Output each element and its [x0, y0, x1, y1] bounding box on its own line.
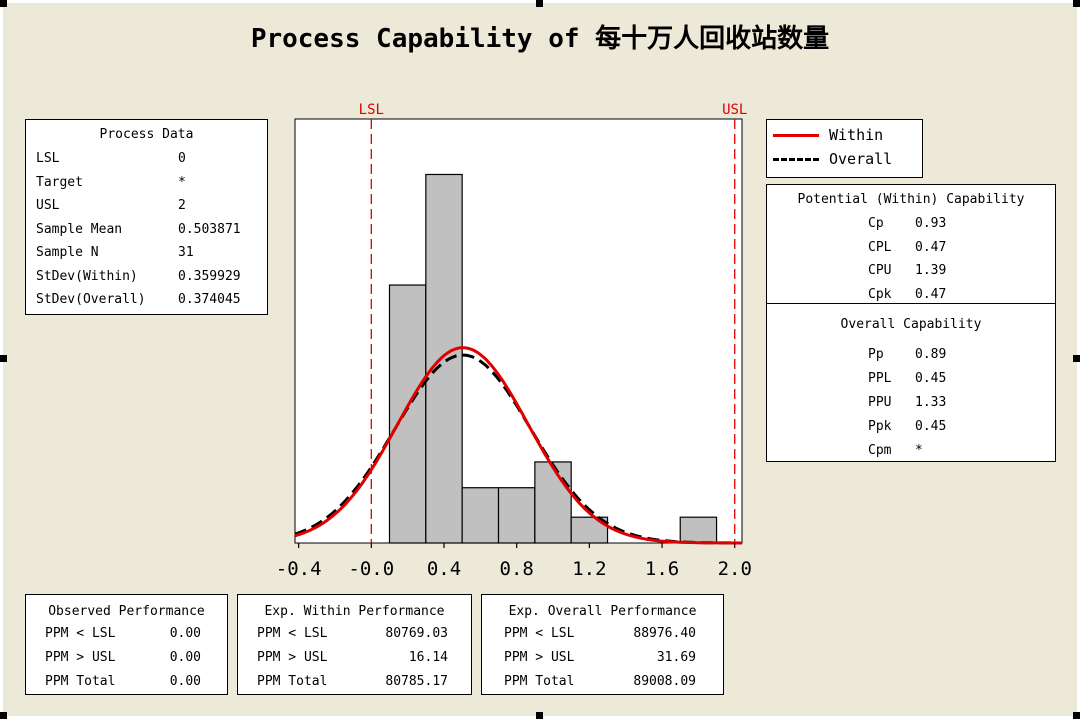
exp-within-performance-value: 80769.03: [385, 626, 448, 641]
process-data-value: *: [178, 174, 186, 190]
exp-overall-performance-value: 89008.09: [633, 674, 696, 689]
overall-capability-value: 0.45: [915, 371, 947, 386]
overall-capability-label: Ppk: [868, 419, 892, 434]
potential-capability-label: Cp: [868, 216, 884, 231]
resize-handle-top-left[interactable]: [0, 0, 7, 7]
process-data-value: 0.374045: [178, 292, 241, 307]
plot-area: [294, 118, 743, 544]
process-data-label: LSL: [36, 151, 60, 166]
potential-capability-value: 0.93: [915, 216, 947, 231]
x-tick-label: 2.0: [718, 558, 752, 580]
observed-performance-box: Observed Performance PPM < LSL 0.00 PPM > …: [25, 594, 228, 695]
chart-title: Process Capability of 每十万人回收站数量: [250, 24, 830, 54]
overall-capability-box: Overall Capability Pp 0.89 PPL 0.45 PPU 1.33 P…: [766, 303, 1056, 462]
fit-curve-within: [294, 346, 742, 545]
legend-label-within: Within: [829, 126, 884, 144]
potential-capability-label: CPL: [868, 239, 892, 255]
potential-capability-header: Potential (Within) Capability: [797, 192, 1025, 207]
resize-handle-bottom-center[interactable]: [536, 712, 543, 719]
resize-handle-bottom-right[interactable]: [1073, 712, 1080, 719]
exp-overall-performance-box: Exp. Overall Performance PPM < LSL 88976.…: [481, 594, 724, 695]
histogram-bar: [534, 461, 572, 544]
histogram-bar: [461, 487, 500, 544]
resize-handle-middle-left[interactable]: [0, 355, 7, 362]
process-data-value: 0.503871: [178, 221, 241, 237]
exp-within-performance-value: 16.14: [408, 650, 448, 665]
overall-capability-label: PPU: [868, 395, 892, 410]
histogram-bar: [497, 487, 536, 544]
x-tick-label: 1.2: [572, 558, 606, 580]
observed-performance-label: PPM > USL: [45, 650, 116, 665]
observed-performance-label: PPM < LSL: [45, 626, 116, 641]
observed-performance-value: 0.00: [169, 650, 201, 665]
legend-swatch-within: [773, 134, 819, 137]
x-tick-label: -0.0: [348, 558, 394, 580]
process-data-value: 0: [178, 151, 186, 166]
exp-overall-performance-label: PPM > USL: [504, 650, 575, 665]
resize-handle-top-right[interactable]: [1073, 0, 1080, 7]
exp-within-performance-label: PPM < LSL: [257, 626, 328, 641]
potential-capability-label: Cpk: [868, 286, 892, 302]
exp-overall-performance-value: 88976.40: [633, 626, 696, 641]
exp-within-performance-box: Exp. Within Performance PPM < LSL 80769.0…: [237, 594, 472, 695]
overall-capability-value: *: [915, 443, 923, 458]
exp-within-performance-label: PPM Total: [257, 674, 328, 689]
observed-performance-header: Observed Performance: [48, 604, 205, 619]
spec-label-usl: USL: [722, 102, 747, 118]
exp-within-performance-value: 80785.17: [385, 674, 448, 689]
process-data-value: 2: [178, 198, 186, 213]
overall-capability-value: 0.45: [915, 419, 947, 434]
exp-overall-performance-label: PPM < LSL: [504, 626, 575, 641]
exp-overall-performance-label: PPM Total: [504, 674, 575, 689]
exp-within-performance-header: Exp. Within Performance: [264, 604, 445, 619]
potential-capability-label: CPU: [868, 263, 892, 278]
process-data-label: Sample N: [36, 245, 99, 260]
x-tick-label: 1.6: [645, 558, 679, 580]
spec-label-lsl: LSL: [359, 102, 384, 118]
overall-capability-label: PPL: [868, 371, 892, 386]
process-data-label: StDev(Overall): [36, 292, 146, 307]
histogram-bar: [388, 284, 427, 544]
process-data-label: Sample Mean: [36, 221, 123, 237]
process-data-value: 31: [178, 245, 194, 260]
resize-handle-bottom-left[interactable]: [0, 712, 7, 719]
x-tick-label: 0.4: [427, 558, 461, 580]
exp-overall-performance-value: 31.69: [656, 650, 696, 665]
legend-label-overall: Overall: [829, 150, 893, 168]
overall-capability-label: Cpm: [868, 443, 892, 458]
overall-capability-value: 0.89: [915, 347, 947, 362]
process-data-label: USL: [36, 198, 60, 213]
x-tick-label: 0.8: [500, 558, 534, 580]
overall-capability-header: Overall Capability: [840, 317, 982, 332]
process-data-header: Process Data: [99, 127, 194, 142]
exp-overall-performance-header: Exp. Overall Performance: [508, 604, 697, 619]
observed-performance-value: 0.00: [169, 626, 201, 641]
potential-capability-value: 0.47: [915, 286, 947, 302]
observed-performance-label: PPM Total: [45, 674, 116, 689]
potential-capability-value: 0.47: [915, 239, 947, 255]
overall-capability-value: 1.33: [915, 395, 947, 410]
potential-capability-box: Potential (Within) Capability Cp 0.93 CPL 0…: [766, 184, 1056, 304]
resize-handle-middle-right[interactable]: [1073, 355, 1080, 362]
histogram-bar: [679, 516, 718, 544]
process-data-label: Target: [36, 174, 83, 190]
resize-handle-top-center[interactable]: [536, 0, 543, 7]
legend-swatch-overall: [773, 158, 819, 161]
x-tick-label: -0.4: [276, 558, 322, 580]
process-data-value: 0.359929: [178, 268, 241, 284]
potential-capability-value: 1.39: [915, 263, 947, 278]
overall-capability-label: Pp: [868, 347, 884, 362]
process-data-label: StDev(Within): [36, 268, 138, 284]
histogram-bar: [425, 173, 463, 544]
exp-within-performance-label: PPM > USL: [257, 650, 328, 665]
process-data-box: Process Data LSL 0 Target * USL 2 Sample Mean 0…: [25, 119, 268, 315]
observed-performance-value: 0.00: [169, 674, 201, 689]
legend-box: Within Overall: [766, 119, 923, 178]
